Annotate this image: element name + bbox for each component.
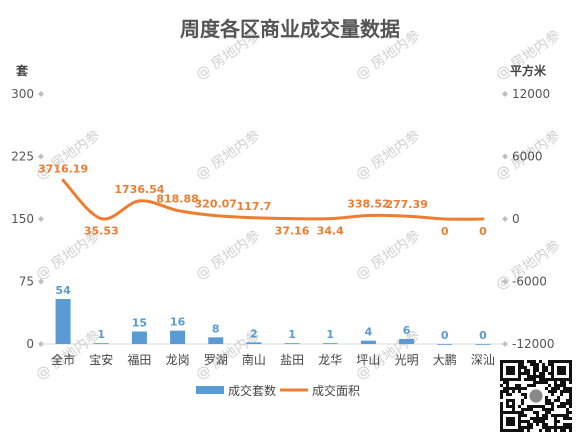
line-value-label: 277.39 xyxy=(385,198,427,211)
line-series xyxy=(61,178,485,221)
left-axis-unit: 套 xyxy=(15,63,29,78)
category-label: 宝安 xyxy=(89,352,113,367)
category-label: 大鹏 xyxy=(433,353,457,367)
category-label: 坪山 xyxy=(356,353,380,367)
right-tick-label: -6000 xyxy=(512,275,547,289)
line-value-label: 37.16 xyxy=(275,225,310,238)
line-value-label: 338.52 xyxy=(347,197,389,210)
right-tick-label: 0 xyxy=(512,212,520,226)
category-label: 光明 xyxy=(395,353,419,367)
bar xyxy=(360,340,376,344)
legend-line-label: 成交面积 xyxy=(312,383,360,398)
bar-value-label: 1 xyxy=(97,328,105,341)
right-tick-mark xyxy=(502,341,508,347)
right-tick-mark xyxy=(502,153,508,160)
line-value-label: 35.53 xyxy=(84,225,119,238)
line-value-label: 3716.19 xyxy=(38,162,88,175)
bar xyxy=(322,343,338,344)
bar-value-label: 16 xyxy=(170,316,186,329)
bar xyxy=(131,331,147,344)
category-label: 龙华 xyxy=(318,353,342,367)
bar-value-label: 8 xyxy=(212,322,220,335)
left-tick-mark xyxy=(38,91,44,97)
bar-value-label: 15 xyxy=(132,317,147,330)
right-tick-label: 12000 xyxy=(512,87,550,101)
left-tick-mark xyxy=(38,153,44,160)
bar xyxy=(246,342,262,344)
category-label: 南山 xyxy=(242,352,266,367)
bar-value-label: 4 xyxy=(365,326,373,339)
category-label: 福田 xyxy=(127,352,151,367)
line-value-label: 0 xyxy=(479,225,487,238)
bar xyxy=(93,343,109,344)
left-tick-mark xyxy=(38,216,44,222)
category-label: 罗湖 xyxy=(204,352,228,367)
data-labels: 54 1 15 16 8 2 1 1 4 6 0 0 3716.19 35.53 1736.54818.88… xyxy=(38,162,487,342)
left-tick-label: 150 xyxy=(11,212,34,226)
left-tick-label: 75 xyxy=(19,275,34,289)
axes: 075150225300-12000-60000600012000全市 宝安 福田龙… xyxy=(11,87,554,367)
bar-value-label: 54 xyxy=(55,284,71,297)
category-label: 全市 xyxy=(51,352,75,367)
right-tick-label: -12000 xyxy=(512,337,555,351)
bar-value-label: 2 xyxy=(250,327,258,340)
line-value-label: 117.7 xyxy=(237,200,272,213)
line-value-label: 818.88 xyxy=(156,192,198,205)
bar xyxy=(475,344,491,345)
bar-value-label: 0 xyxy=(479,329,487,342)
watermark-text: @ 房地内参 xyxy=(193,127,264,184)
bar xyxy=(284,343,300,344)
legend-bar-label: 成交套数 xyxy=(228,383,276,398)
line-value-label: 1736.54 xyxy=(114,183,164,196)
line-path xyxy=(61,178,485,221)
left-tick-label: 300 xyxy=(11,87,34,101)
right-tick-mark xyxy=(502,278,508,285)
left-tick-label: 225 xyxy=(11,150,34,164)
watermark-text: @ 房地内参 xyxy=(193,227,264,284)
bar xyxy=(399,339,415,344)
legend-bar-swatch xyxy=(196,386,224,394)
right-tick-mark xyxy=(502,91,508,97)
chart-title: 周度各区商业成交量数据 xyxy=(180,17,400,41)
bar xyxy=(55,299,71,344)
category-label: 龙岗 xyxy=(166,353,190,367)
line-value-label: 0 xyxy=(441,225,449,238)
bar-value-label: 1 xyxy=(288,328,296,341)
watermark-text: @ 房地内参 xyxy=(353,127,424,184)
line-value-label: 34.4 xyxy=(317,225,344,238)
left-tick-mark xyxy=(38,278,44,285)
line-value-label: 320.07 xyxy=(195,198,237,211)
right-axis-unit: 平方米 xyxy=(510,63,547,78)
bar xyxy=(170,330,186,344)
category-label: 盐田 xyxy=(280,353,304,367)
qr-code-image xyxy=(500,360,572,432)
bar xyxy=(437,344,453,345)
bar-series xyxy=(55,299,491,345)
bar-value-label: 0 xyxy=(441,329,449,342)
left-tick-label: 0 xyxy=(26,337,34,351)
left-tick-mark xyxy=(38,341,44,347)
bar-value-label: 6 xyxy=(403,324,411,337)
category-label: 深汕 xyxy=(471,353,495,367)
bar-value-label: 1 xyxy=(326,328,334,341)
bar xyxy=(208,337,224,344)
right-tick-label: 6000 xyxy=(512,150,543,164)
legend: 成交套数 成交面积 xyxy=(196,383,360,398)
watermark-text: @ 房地内参 xyxy=(353,227,424,284)
right-tick-mark xyxy=(502,216,508,222)
